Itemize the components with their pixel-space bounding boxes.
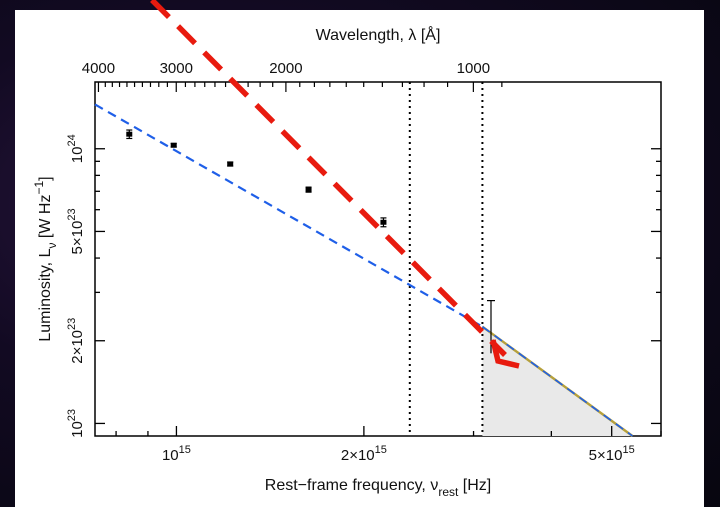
- top-tick-label: 1000: [457, 60, 490, 77]
- extrapolated-line-dash: [481, 326, 633, 437]
- plot-frame: [94, 81, 662, 437]
- y-tick-label: 2×1023: [66, 318, 86, 364]
- top-tick-label: 3000: [160, 60, 193, 77]
- data-point-5: [380, 219, 387, 225]
- y-tick-label: 1023: [66, 409, 86, 438]
- y-axis-label: Luminosity, Lν [W Hz−1]: [32, 176, 59, 341]
- top-tick-label: 2000: [269, 60, 302, 77]
- red-dashed-arrow-shaft: [150, 0, 507, 357]
- top-tick-label: 4000: [82, 60, 115, 77]
- data-point-3: [227, 161, 234, 167]
- data-point-4: [305, 187, 312, 193]
- x-tick-label: 5×1015: [589, 444, 635, 464]
- x-tick-label: 1015: [162, 444, 191, 464]
- data-point-1: [126, 131, 133, 137]
- x-axis-label: Rest−frame frequency, νrest [Hz]: [265, 477, 491, 499]
- data-point-2: [170, 142, 177, 148]
- red-arrow-head: [490, 339, 520, 369]
- x-tick-label: 2×1015: [341, 444, 387, 464]
- y-tick-label: 5×1023: [66, 208, 86, 254]
- top-axis-label: Wavelength, λ [Å]: [316, 25, 441, 44]
- y-tick-label: 1024: [66, 134, 86, 163]
